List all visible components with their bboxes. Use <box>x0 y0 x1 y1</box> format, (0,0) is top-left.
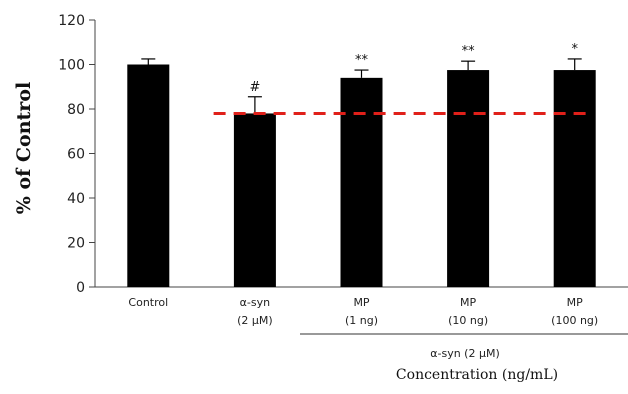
category-label: MP <box>460 296 476 309</box>
error-bars <box>141 58 582 114</box>
bar <box>447 70 490 287</box>
significance-mark: * <box>571 42 578 57</box>
significance-mark: ** <box>355 53 369 68</box>
y-ticks: 0 20 40 60 80 100 120 <box>58 13 95 296</box>
bar <box>340 77 383 287</box>
bar <box>553 70 596 287</box>
category-labels: Control α-syn (2 μM) MP (1 ng) MP (10 ng) MP (10… <box>128 296 598 327</box>
category-sublabel: (100 ng) <box>551 314 598 327</box>
y-tick-label: 100 <box>58 58 85 74</box>
bar <box>127 64 170 287</box>
y-axis-label: % of Control <box>13 82 35 214</box>
y-tick-label: 40 <box>67 191 85 207</box>
category-sublabel: (2 μM) <box>237 314 273 327</box>
category-sublabel: (1 ng) <box>345 314 378 327</box>
significance-mark: # <box>249 80 260 95</box>
group-label: α-syn (2 μM) <box>430 347 500 360</box>
category-label: Control <box>128 296 168 309</box>
category-sublabel: (10 ng) <box>448 314 488 327</box>
y-tick-label: 60 <box>67 147 85 163</box>
y-tick-label: 80 <box>67 102 85 118</box>
bars <box>127 64 596 287</box>
bar <box>233 113 276 287</box>
y-tick-label: 120 <box>58 13 85 29</box>
category-label: MP <box>567 296 583 309</box>
y-tick-label: 20 <box>67 236 85 252</box>
x-axis-label: Concentration (ng/mL) <box>396 367 558 383</box>
category-label: MP <box>353 296 369 309</box>
significance-marks: #**** * <box>249 42 578 95</box>
y-tick-label: 0 <box>76 280 85 296</box>
significance-mark: ** <box>462 44 476 59</box>
category-label: α-syn <box>240 296 270 309</box>
